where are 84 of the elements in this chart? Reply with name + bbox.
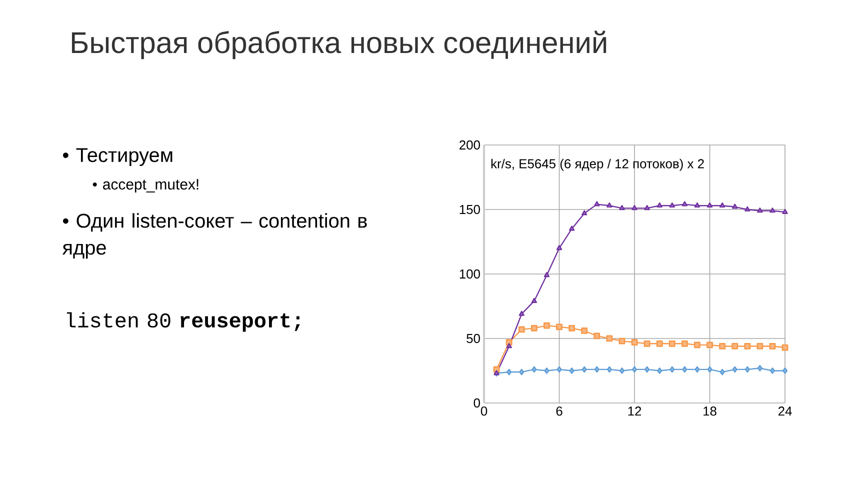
point — [632, 366, 638, 373]
point — [756, 343, 764, 350]
point — [606, 202, 612, 208]
point — [757, 208, 763, 213]
point — [668, 340, 676, 347]
point — [719, 343, 726, 350]
point — [594, 201, 600, 206]
y-tick-label: 50 — [466, 334, 480, 344]
text: kr/s, E5645 (6 ядер / 12 потоков) x 2 — [491, 158, 704, 171]
point — [644, 340, 650, 347]
point — [782, 344, 788, 351]
point — [556, 244, 562, 250]
y-tick-label: 150 — [460, 204, 480, 214]
point — [506, 343, 512, 348]
point — [619, 205, 625, 210]
point — [631, 339, 638, 346]
point — [556, 366, 562, 373]
point — [694, 366, 700, 373]
point — [732, 204, 738, 209]
point — [582, 210, 588, 216]
point — [670, 366, 675, 373]
text: listen 80 reuseport; — [66, 312, 300, 332]
point — [732, 343, 738, 350]
x-tick-label: 0 — [480, 406, 488, 416]
point — [681, 340, 688, 347]
point — [594, 332, 600, 340]
y-tick-label: 0 — [474, 398, 480, 408]
point — [556, 324, 562, 330]
point — [582, 366, 587, 373]
point — [656, 340, 663, 347]
point — [619, 368, 625, 374]
point — [518, 326, 525, 333]
text: • Один listen-сокет – contention в ядре — [62, 213, 367, 259]
point — [506, 368, 512, 376]
point — [770, 368, 776, 374]
point — [782, 368, 788, 374]
point — [694, 202, 700, 208]
point — [644, 366, 650, 373]
point — [519, 368, 524, 376]
point — [656, 202, 662, 208]
x-tick-label: 18 — [704, 406, 716, 416]
point — [682, 201, 688, 206]
point — [707, 366, 712, 373]
point — [568, 226, 575, 231]
point — [744, 343, 751, 350]
point — [769, 343, 776, 350]
point — [518, 310, 524, 316]
point — [657, 368, 662, 374]
point — [632, 205, 638, 210]
point — [669, 202, 675, 208]
text: • accept_mutex! — [92, 179, 198, 193]
x-tick-label: 6 — [556, 406, 562, 416]
point — [782, 208, 788, 214]
point — [732, 366, 738, 373]
point — [682, 366, 688, 373]
point — [706, 342, 713, 348]
point — [594, 366, 600, 373]
text: • Тестируем — [62, 148, 172, 166]
point — [544, 368, 550, 374]
point — [770, 208, 776, 213]
point — [531, 298, 538, 303]
point — [744, 366, 750, 373]
text: Быстрая обработка новых соединений — [72, 30, 606, 60]
point — [694, 342, 700, 348]
point — [744, 206, 750, 212]
point — [569, 368, 574, 374]
x-tick-label: 24 — [778, 406, 792, 416]
point — [706, 202, 713, 208]
point — [544, 272, 550, 278]
point — [720, 368, 725, 376]
point — [757, 364, 762, 372]
point — [581, 328, 588, 334]
point — [606, 335, 613, 342]
y-tick-label: 200 — [460, 140, 480, 150]
point — [544, 322, 550, 329]
point — [719, 202, 726, 208]
point — [568, 324, 575, 332]
point — [606, 366, 612, 373]
point — [644, 205, 650, 210]
x-tick-label: 12 — [628, 406, 642, 416]
point — [530, 324, 538, 332]
y-tick-label: 100 — [460, 269, 480, 279]
point — [532, 366, 537, 373]
point — [618, 338, 626, 344]
